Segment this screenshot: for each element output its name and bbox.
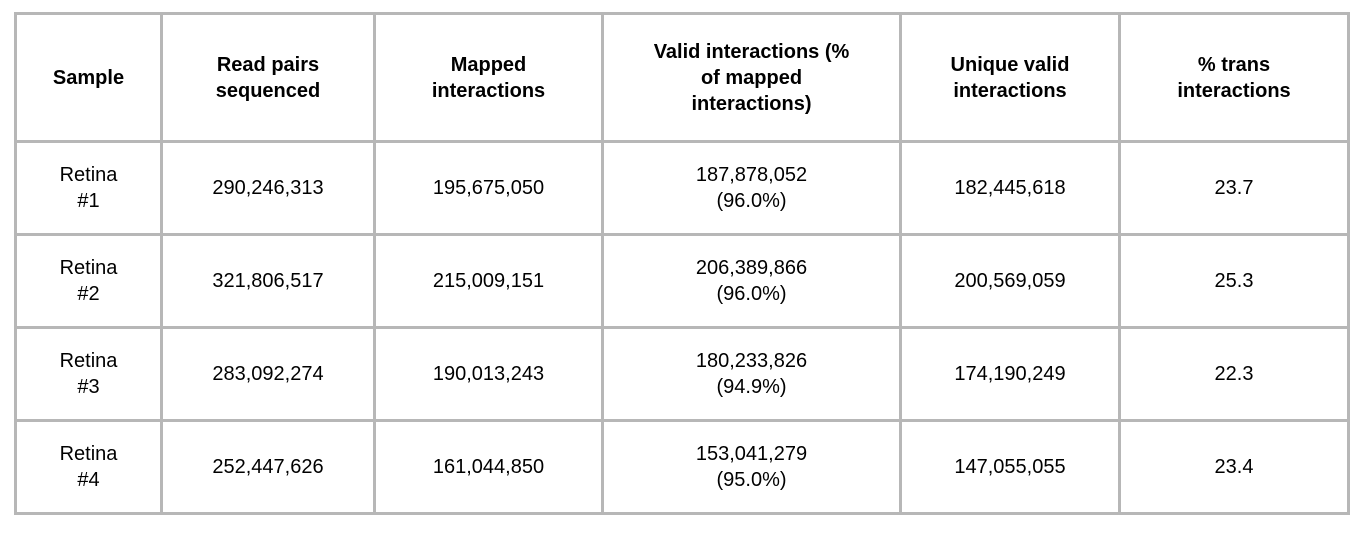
- sample-label: Retina #1: [59, 164, 118, 212]
- valid-percent: (96.0%): [716, 283, 787, 305]
- table-container: Sample Read pairs sequenced Mapped inter…: [14, 12, 1350, 515]
- valid-value: 187,878,052: [695, 164, 808, 186]
- header-unique-valid: Unique valid interactions: [899, 12, 1121, 143]
- cell-unique-valid: 200,569,059: [899, 233, 1121, 329]
- table-row: Retina #2 321,806,517 215,009,151 206,38…: [14, 233, 1350, 329]
- cell-sample: Retina #1: [14, 140, 163, 236]
- cell-mapped: 195,675,050: [373, 140, 604, 236]
- cell-sample: Retina #3: [14, 326, 163, 422]
- cell-valid: 153,041,279 (95.0%): [601, 419, 902, 515]
- cell-pct-trans: 23.7: [1118, 140, 1350, 236]
- header-sample-label: Sample: [52, 66, 125, 89]
- cell-read-pairs: 290,246,313: [160, 140, 376, 236]
- cell-read-pairs: 252,447,626: [160, 419, 376, 515]
- header-mapped-interactions-label: Mapped interactions: [431, 53, 546, 102]
- cell-mapped: 161,044,850: [373, 419, 604, 515]
- cell-mapped: 215,009,151: [373, 233, 604, 329]
- header-pct-trans: % trans interactions: [1118, 12, 1350, 143]
- valid-value: 153,041,279: [695, 443, 808, 465]
- table-row: Retina #3 283,092,274 190,013,243 180,23…: [14, 326, 1350, 422]
- sequencing-stats-table: Sample Read pairs sequenced Mapped inter…: [14, 12, 1350, 515]
- cell-read-pairs: 283,092,274: [160, 326, 376, 422]
- valid-percent: (94.9%): [716, 376, 787, 398]
- sample-label: Retina #2: [59, 257, 118, 305]
- header-sample: Sample: [14, 12, 163, 143]
- cell-read-pairs: 321,806,517: [160, 233, 376, 329]
- header-row: Sample Read pairs sequenced Mapped inter…: [14, 12, 1350, 143]
- table-row: Retina #4 252,447,626 161,044,850 153,04…: [14, 419, 1350, 515]
- header-pct-trans-label: % trans interactions: [1177, 53, 1291, 102]
- header-valid-interactions-label: Valid interactions (% of mapped interact…: [653, 40, 850, 115]
- header-read-pairs-label: Read pairs sequenced: [215, 53, 321, 102]
- header-mapped-interactions: Mapped interactions: [373, 12, 604, 143]
- cell-unique-valid: 174,190,249: [899, 326, 1121, 422]
- valid-value: 180,233,826: [695, 350, 808, 372]
- cell-valid: 187,878,052 (96.0%): [601, 140, 902, 236]
- sample-label: Retina #3: [59, 350, 118, 398]
- cell-mapped: 190,013,243: [373, 326, 604, 422]
- valid-percent: (96.0%): [716, 190, 787, 212]
- cell-valid: 180,233,826 (94.9%): [601, 326, 902, 422]
- table-row: Retina #1 290,246,313 195,675,050 187,87…: [14, 140, 1350, 236]
- valid-value: 206,389,866: [695, 257, 808, 279]
- cell-pct-trans: 23.4: [1118, 419, 1350, 515]
- cell-valid: 206,389,866 (96.0%): [601, 233, 902, 329]
- cell-pct-trans: 25.3: [1118, 233, 1350, 329]
- header-read-pairs: Read pairs sequenced: [160, 12, 376, 143]
- cell-sample: Retina #4: [14, 419, 163, 515]
- valid-percent: (95.0%): [716, 469, 787, 491]
- cell-unique-valid: 182,445,618: [899, 140, 1121, 236]
- header-valid-interactions: Valid interactions (% of mapped interact…: [601, 12, 902, 143]
- header-unique-valid-label: Unique valid interactions: [950, 53, 1070, 102]
- cell-pct-trans: 22.3: [1118, 326, 1350, 422]
- cell-sample: Retina #2: [14, 233, 163, 329]
- cell-unique-valid: 147,055,055: [899, 419, 1121, 515]
- sample-label: Retina #4: [59, 443, 118, 491]
